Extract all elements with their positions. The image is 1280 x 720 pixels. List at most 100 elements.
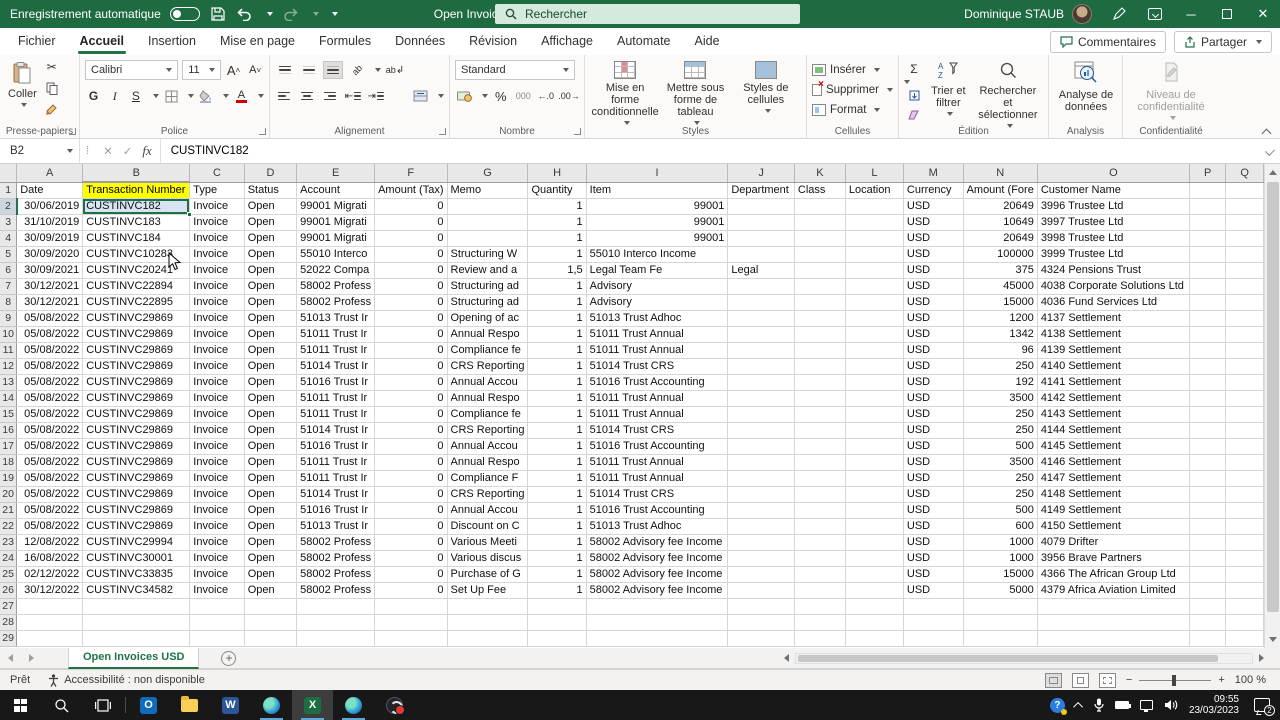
cell-H4[interactable]: 1 <box>527 230 587 247</box>
cell-P20[interactable] <box>1189 486 1227 503</box>
volume-icon[interactable] <box>1164 699 1178 711</box>
row-header-26[interactable]: 26 <box>0 582 18 599</box>
cell-A13[interactable]: 05/08/2022 <box>16 374 84 391</box>
cell-H7[interactable]: 1 <box>527 278 587 295</box>
cell-O10[interactable]: 4138 Settlement <box>1037 326 1190 343</box>
cell-F1[interactable]: Amount (Tax) <box>374 182 448 199</box>
cell-K4[interactable] <box>794 230 846 247</box>
ribbon-tab-insertion[interactable]: Insertion <box>147 34 196 48</box>
cell-I20[interactable]: 51014 Trust CRS <box>586 486 729 503</box>
start-button[interactable] <box>0 690 41 720</box>
cell-D14[interactable]: Open <box>244 390 298 407</box>
cell-B29[interactable] <box>82 630 191 647</box>
cell-D20[interactable]: Open <box>244 486 298 503</box>
cell-E22[interactable]: 51013 Trust Ir <box>296 518 376 535</box>
cell-P28[interactable] <box>1189 614 1227 631</box>
cell-M28[interactable] <box>903 614 964 631</box>
autosave-toggle[interactable] <box>169 7 200 21</box>
cell-G6[interactable]: Review and a <box>447 262 529 279</box>
cell-F24[interactable]: 0 <box>374 550 448 567</box>
cell-B9[interactable]: CUSTINVC29869 <box>82 310 191 327</box>
cell-H2[interactable]: 1 <box>527 198 587 215</box>
cell-K6[interactable] <box>794 262 846 279</box>
add-sheet-icon[interactable]: + <box>221 650 237 666</box>
underline-button[interactable]: S <box>131 89 140 103</box>
cell-Q4[interactable] <box>1225 230 1264 247</box>
cell-N23[interactable]: 1000 <box>963 534 1038 551</box>
cell-O15[interactable]: 4143 Settlement <box>1037 406 1190 423</box>
cell-Q28[interactable] <box>1225 614 1264 631</box>
fill-color-icon[interactable] <box>198 87 215 105</box>
cell-G15[interactable]: Compliance fe <box>447 406 529 423</box>
cell-L3[interactable] <box>845 214 904 231</box>
fill-color-dropdown-icon[interactable] <box>222 94 229 98</box>
cell-G16[interactable]: CRS Reporting <box>447 422 529 439</box>
cell-M11[interactable]: USD <box>903 342 964 359</box>
cell-L25[interactable] <box>845 566 904 583</box>
cell-I18[interactable]: 51011 Trust Annual <box>586 454 729 471</box>
cell-M29[interactable] <box>903 630 964 647</box>
cell-J10[interactable] <box>727 326 795 343</box>
expand-formula-bar-icon[interactable] <box>1265 146 1275 156</box>
cell-B17[interactable]: CUSTINVC29869 <box>82 438 191 455</box>
scroll-left-icon[interactable] <box>784 654 789 662</box>
ribbon-tab-formules[interactable]: Formules <box>319 34 372 48</box>
cell-P3[interactable] <box>1189 214 1227 231</box>
row-header-6[interactable]: 6 <box>0 262 18 279</box>
cell-D17[interactable]: Open <box>244 438 298 455</box>
cell-K2[interactable] <box>794 198 846 215</box>
cell-N12[interactable]: 250 <box>963 358 1038 375</box>
horizontal-scroll-track[interactable] <box>795 652 1253 664</box>
row-header-29[interactable]: 29 <box>0 630 18 647</box>
user-name[interactable]: Dominique STAUB <box>964 7 1064 21</box>
cell-I11[interactable]: 51011 Trust Annual <box>586 342 729 359</box>
cell-H22[interactable]: 1 <box>527 518 587 535</box>
cell-I28[interactable] <box>586 614 729 631</box>
cell-H29[interactable] <box>527 630 587 647</box>
cell-A5[interactable]: 30/09/2020 <box>16 246 84 263</box>
cell-Q22[interactable] <box>1225 518 1264 535</box>
cell-L2[interactable] <box>845 198 904 215</box>
cell-I12[interactable]: 51014 Trust CRS <box>586 358 729 375</box>
cell-D28[interactable] <box>244 614 298 631</box>
cell-N13[interactable]: 192 <box>963 374 1038 391</box>
font-dialog-launcher[interactable] <box>259 128 266 135</box>
cell-E13[interactable]: 51016 Trust Ir <box>296 374 376 391</box>
sheet-tab-active[interactable]: Open Invoices USD <box>68 647 200 669</box>
cell-K19[interactable] <box>794 470 846 487</box>
cell-Q3[interactable] <box>1225 214 1264 231</box>
cell-B20[interactable]: CUSTINVC29869 <box>82 486 191 503</box>
autosum-dropdown-icon[interactable] <box>904 80 910 84</box>
cell-O20[interactable]: 4148 Settlement <box>1037 486 1190 503</box>
cell-G3[interactable] <box>447 214 529 231</box>
cell-A17[interactable]: 05/08/2022 <box>16 438 84 455</box>
cell-C24[interactable]: Invoice <box>189 550 245 567</box>
row-header-13[interactable]: 13 <box>0 374 18 391</box>
cell-K15[interactable] <box>794 406 846 423</box>
cell-K29[interactable] <box>794 630 846 647</box>
cell-F18[interactable]: 0 <box>374 454 448 471</box>
tray-expand-icon[interactable] <box>1073 701 1083 712</box>
cell-C27[interactable] <box>189 598 245 615</box>
cell-B19[interactable]: CUSTINVC29869 <box>82 470 191 487</box>
cell-B25[interactable]: CUSTINVC33835 <box>82 566 191 583</box>
cell-F2[interactable]: 0 <box>374 198 448 215</box>
restore-button[interactable] <box>1210 0 1244 28</box>
cell-K13[interactable] <box>794 374 846 391</box>
italic-button[interactable]: I <box>112 88 117 103</box>
cell-A3[interactable]: 31/10/2019 <box>16 214 84 231</box>
cell-O24[interactable]: 3956 Brave Partners <box>1037 550 1190 567</box>
cell-Q24[interactable] <box>1225 550 1264 567</box>
cell-B3[interactable]: CUSTINVC183 <box>82 214 191 231</box>
row-header-14[interactable]: 14 <box>0 390 18 407</box>
cell-B5[interactable]: CUSTINVC10283 <box>82 246 191 263</box>
cell-D4[interactable]: Open <box>244 230 298 247</box>
cell-E8[interactable]: 58002 Profess <box>296 294 376 311</box>
cell-N4[interactable]: 20649 <box>963 230 1038 247</box>
cell-P18[interactable] <box>1189 454 1227 471</box>
cell-N9[interactable]: 1200 <box>963 310 1038 327</box>
cell-E4[interactable]: 99001 Migrati <box>296 230 376 247</box>
find-select-button[interactable]: Rechercher et sélectionner <box>973 58 1043 131</box>
cell-Q2[interactable] <box>1225 198 1264 215</box>
cell-Q17[interactable] <box>1225 438 1264 455</box>
